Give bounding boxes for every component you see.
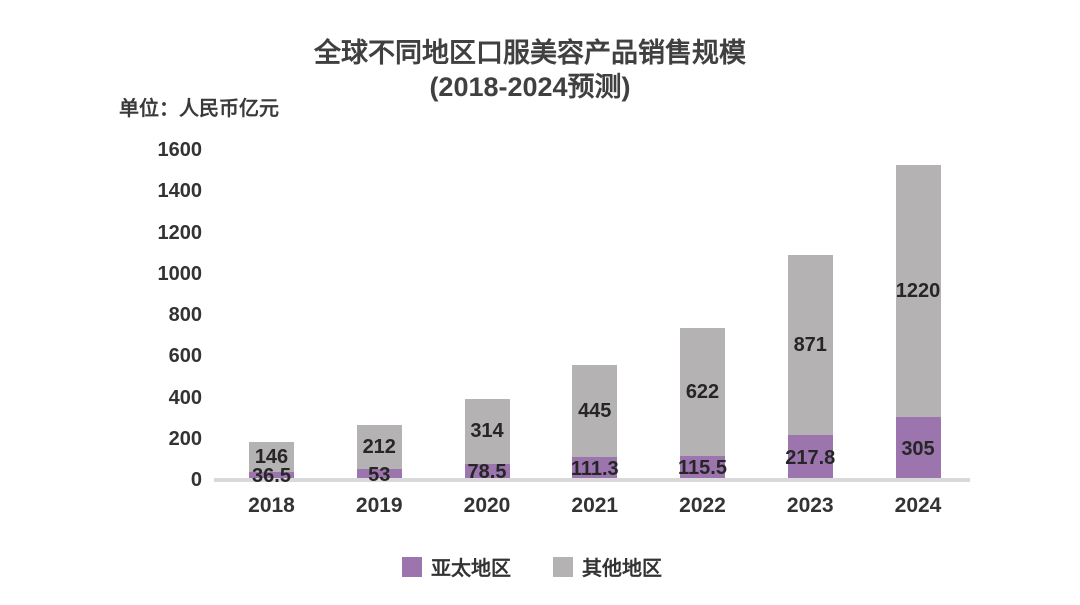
y-axis-tick-label: 0	[190, 469, 202, 491]
bar-segment-apac-2021	[572, 457, 618, 480]
x-axis-tick-label: 2020	[463, 494, 511, 517]
y-axis-tick-label: 400	[168, 386, 202, 409]
data-label-others-2018: 146	[254, 446, 289, 469]
y-axis-tick-label: 600	[168, 345, 202, 368]
legend-item-others: 其他地区	[553, 552, 662, 581]
x-axis-tick-label: 2023	[786, 494, 834, 517]
x-axis-tick-label: 2022	[679, 494, 726, 517]
legend-item-apac: 亚太地区	[402, 552, 511, 581]
y-axis-tick-label: 1400	[157, 180, 203, 203]
x-axis-tick-label: 2018	[248, 494, 295, 517]
data-label-others-2023: 871	[793, 334, 827, 357]
bar-segment-others-2018	[249, 442, 294, 473]
data-label-apac-2019: 53	[368, 463, 391, 486]
y-axis-tick-label: 200	[168, 427, 202, 450]
bar-segment-apac-2023	[787, 435, 833, 480]
chart-title-line1: 全球不同地区口服美容产品销售规模	[314, 38, 746, 68]
bar-segment-others-2021	[572, 365, 618, 458]
chart-title-line2: (2018-2024预测)	[429, 72, 631, 102]
y-axis-tick-label: 1000	[157, 262, 203, 285]
data-label-apac-2020: 78.5	[467, 460, 507, 483]
data-label-apac-2018: 36.5	[252, 465, 291, 488]
y-axis-tick-label: 1200	[157, 221, 203, 244]
legend-label-apac: 亚太地区	[431, 558, 511, 580]
chart-title: 全球不同地区口服美容产品销售规模 (2018-2024预测)	[0, 36, 1060, 104]
legend-label-others: 其他地区	[582, 558, 662, 580]
data-label-others-2020: 314	[470, 420, 504, 443]
x-axis-tick-label: 2021	[571, 494, 619, 517]
data-label-others-2019: 212	[362, 436, 396, 459]
unit-label: 单位：人民币亿元	[119, 98, 279, 120]
chart-legend: 亚太地区 其他地区	[0, 552, 1064, 581]
bar-segment-others-2020	[464, 399, 510, 464]
bar-segment-apac-2019	[356, 469, 402, 480]
data-label-others-2022: 622	[685, 381, 720, 404]
bar-segment-apac-2020	[464, 463, 510, 480]
legend-swatch-icon	[402, 556, 422, 577]
data-label-others-2021: 445	[578, 400, 612, 423]
bar-segment-others-2022	[680, 327, 725, 457]
legend-swatch-icon	[553, 556, 573, 577]
bar-segment-others-2019	[356, 425, 402, 470]
bar-segment-apac-2018	[249, 472, 294, 480]
data-label-apac-2023: 217.8	[785, 446, 836, 469]
bar-segment-apac-2022	[680, 456, 725, 480]
data-label-apac-2021: 111.3	[570, 457, 619, 480]
x-axis-baseline	[214, 478, 970, 482]
y-axis-tick-label: 1600	[157, 139, 203, 161]
data-label-apac-2024: 305	[901, 437, 935, 460]
y-axis-tick-label: 800	[168, 304, 202, 326]
x-axis-tick-label: 2024	[894, 494, 942, 517]
bar-segment-others-2023	[787, 255, 833, 436]
data-label-apac-2022: 115.5	[678, 457, 727, 480]
bar-segment-apac-2024	[895, 417, 941, 480]
data-label-others-2024: 1220	[895, 280, 941, 303]
x-axis-tick-label: 2019	[355, 494, 403, 517]
bar-segment-others-2024	[895, 165, 941, 418]
